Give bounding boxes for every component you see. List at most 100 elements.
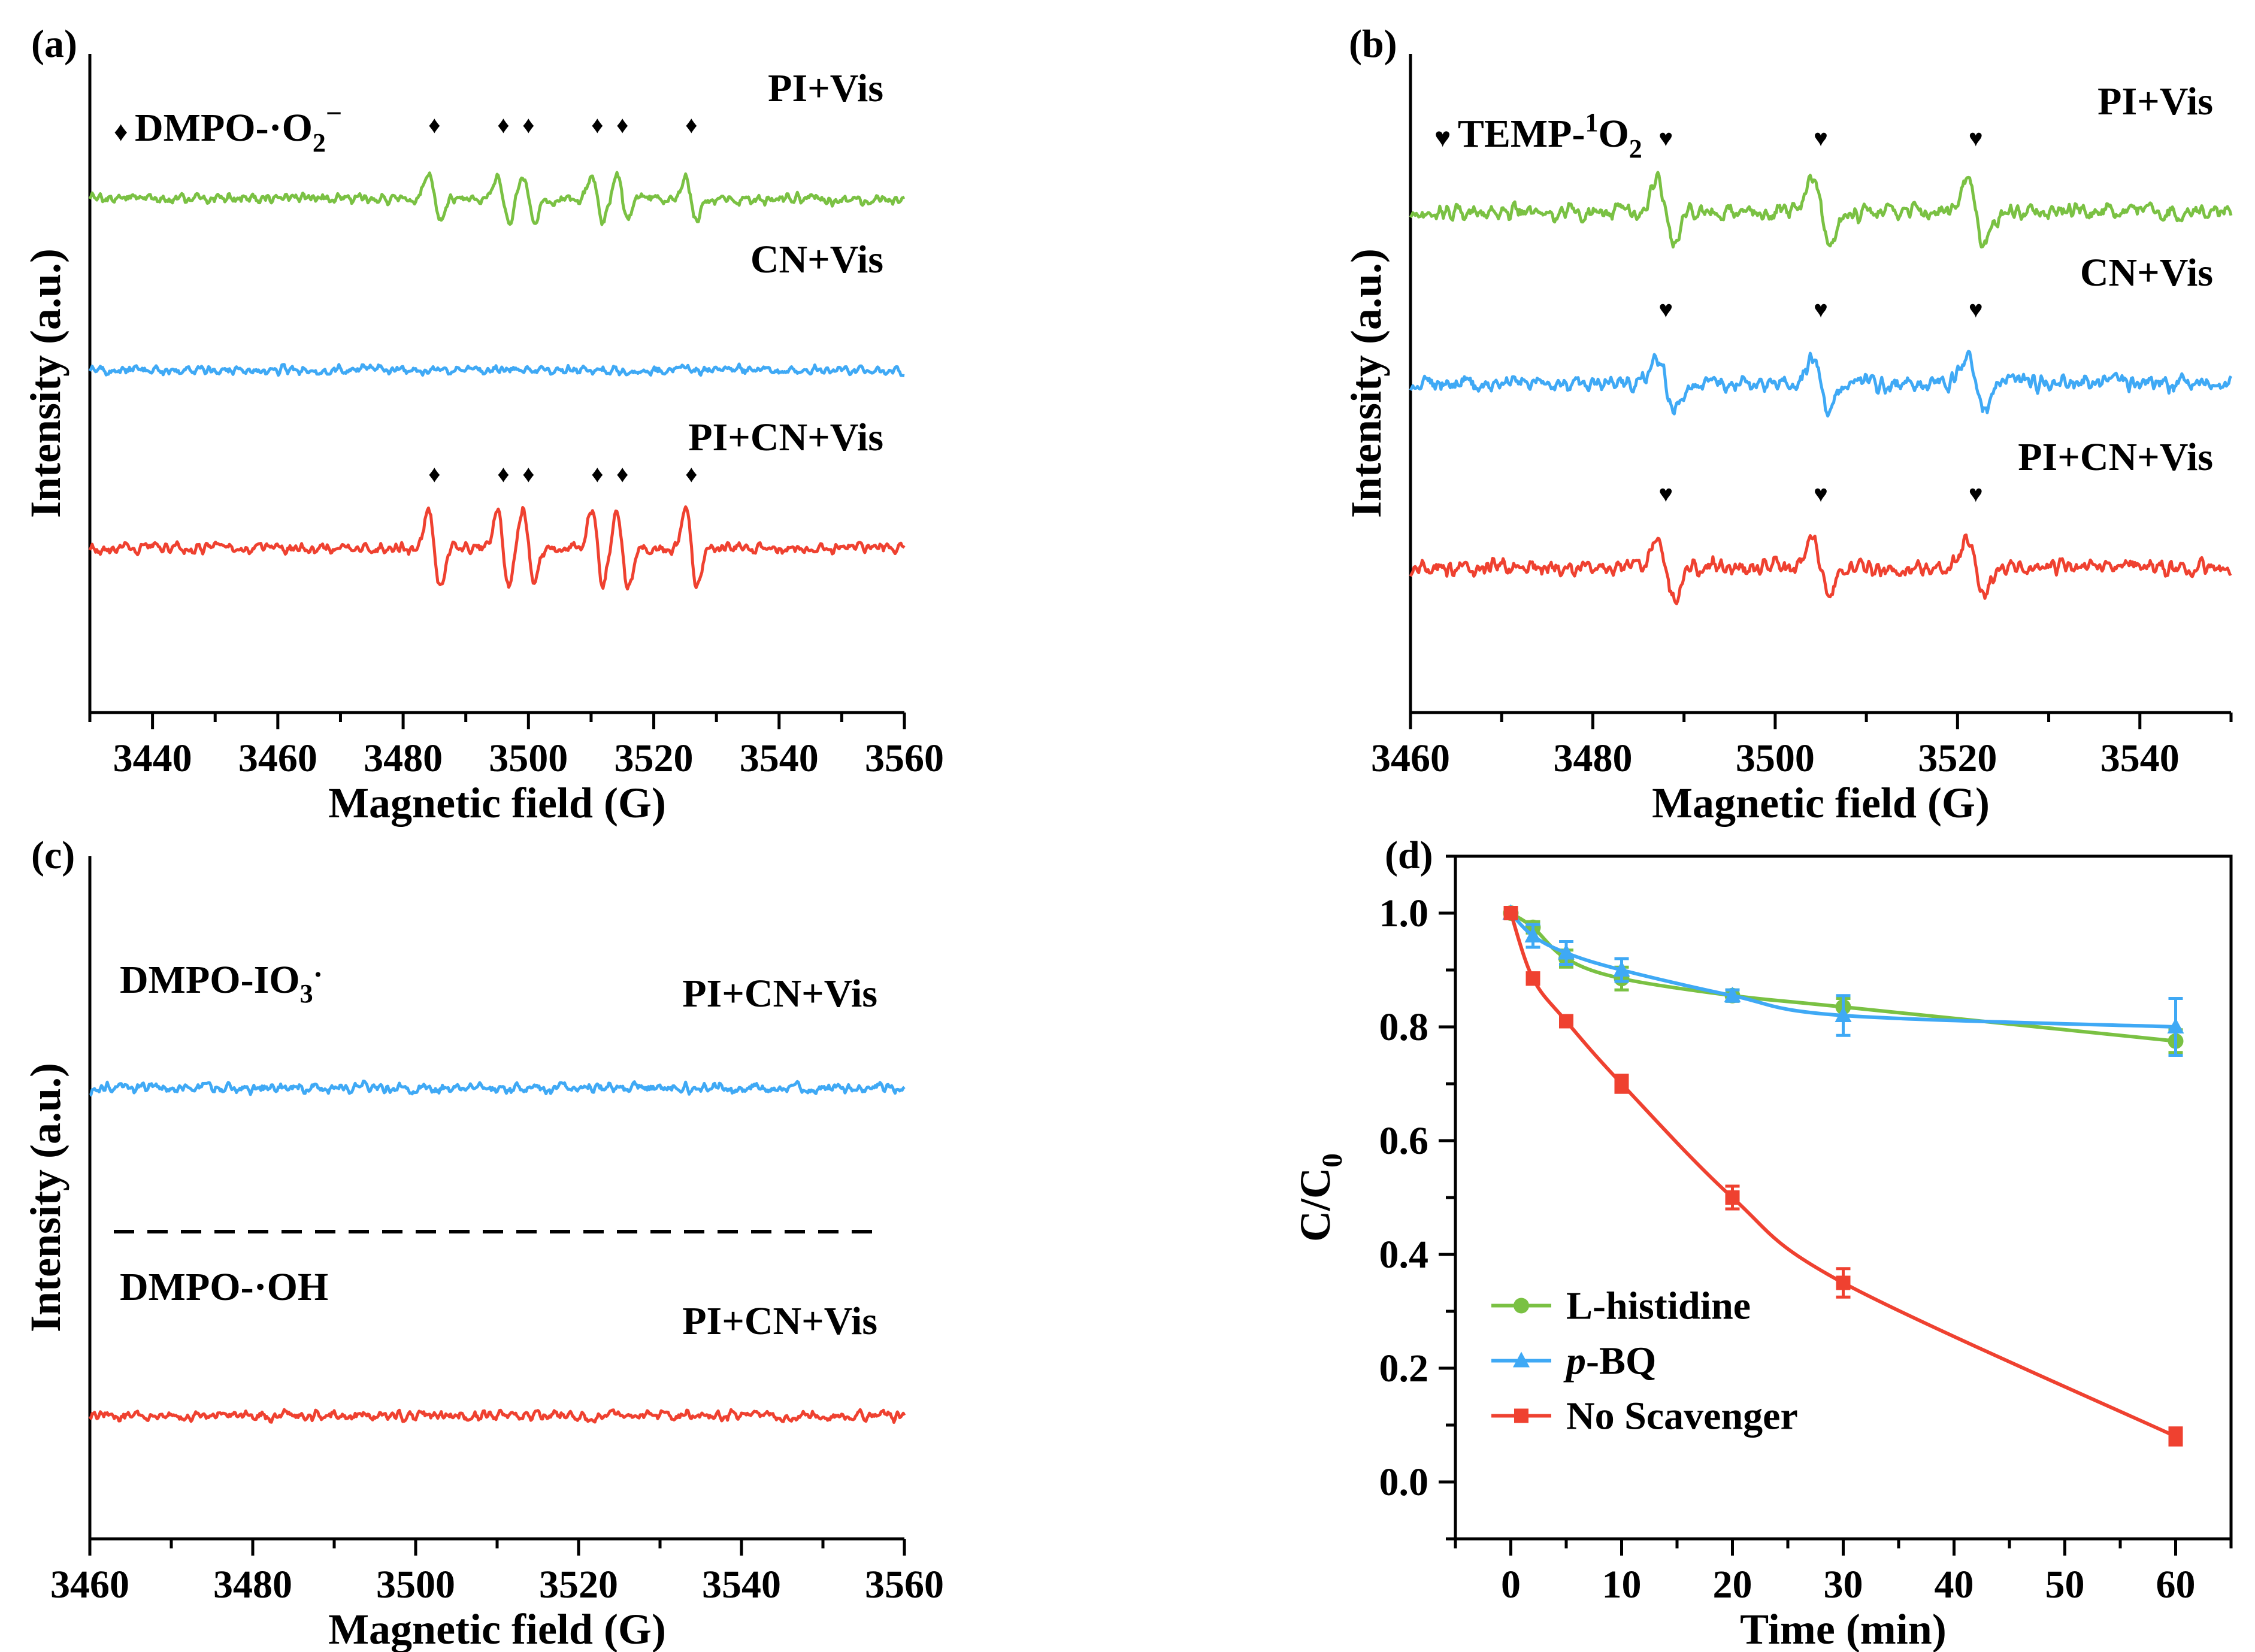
legend-text: TEMP- [1458,112,1585,156]
legend-sub: 2 [1629,134,1642,163]
series-label: PI+CN+Vis [682,1299,877,1343]
legend-symbol: ♥ [1434,122,1458,153]
data-point [1613,961,1630,977]
peak-marker: ♦ [497,111,509,138]
y-axis-label: Intensity (a.u.) [22,248,69,518]
legend-marker [1513,1351,1530,1368]
x-tick-label: 0 [1501,1563,1521,1606]
spectrum-line-pi-vis [1409,171,2233,248]
spectrum-line-cn-vis [1409,350,2233,418]
spectrum-line-pi-cn-vis [1409,533,2232,605]
x-axis-label: Time (min) [1740,1605,1947,1652]
spectrum-line-pi-vis [88,171,906,226]
y-axis-label-sub: 0 [1316,1153,1348,1168]
x-tick-label: 3520 [1918,736,1997,780]
species-sup: · [313,957,323,991]
y-tick-label: 1.0 [1379,892,1429,935]
series-label: PI+CN+Vis [2018,435,2213,479]
peak-marker: ♥ [1814,125,1828,151]
marker-legend: ♦ DMPO-·O2− [114,98,342,157]
peak-marker: ♥ [1969,125,1983,151]
legend-text: DMPO-·O [135,106,313,150]
x-tick-label: 3520 [615,736,694,780]
spectrum-line-cn-vis [88,362,905,378]
peak-marker: ♥ [1814,296,1828,323]
y-tick-label: 0.2 [1379,1347,1429,1390]
peak-marker: ♦ [522,111,534,138]
legend-marker [1514,1298,1529,1314]
x-tick-label: 30 [1824,1563,1863,1606]
series-label: PI+Vis [768,66,883,110]
y-tick-label: 0.6 [1379,1119,1429,1163]
y-axis-label: Intensity (a.u.) [1342,248,1390,518]
legend-symbol: ♦ [114,116,135,147]
peak-marker: ♥ [1814,480,1828,507]
series-line-p-bq [1509,911,2176,1029]
peak-marker: ♥ [1969,296,1983,323]
y-axis-label: Intensity (a.u.) [22,1063,69,1332]
x-tick-label: 3480 [213,1563,292,1606]
legend-label: No Scavenger [1566,1395,1798,1438]
x-tick-label: 3460 [50,1563,129,1606]
data-point [1835,1007,1852,1022]
data-point [2167,1018,2184,1033]
x-tick-label: 3560 [865,736,944,780]
series-label: PI+CN+Vis [688,416,883,459]
panel-label: (d) [1385,833,1433,877]
marker-legend: ♥ TEMP-1O2 [1434,108,1642,163]
panel-label: (b) [1349,22,1397,66]
spectrum-line-pi-cn-vis [88,505,906,591]
y-axis-label: C/C0 [1291,1153,1348,1242]
data-point [1559,1014,1573,1029]
x-tick-label: 3480 [1553,736,1632,780]
x-tick-label: 3500 [489,736,568,780]
data-point [1725,1190,1740,1205]
data-point [2168,1429,2183,1444]
x-axis-label: Magnetic field (G) [1652,779,1990,827]
data-point [1524,927,1542,942]
x-axis-label: Magnetic field (G) [328,779,666,827]
peak-marker: ♦ [685,460,697,487]
series-label: PI+CN+Vis [682,972,877,1016]
peak-marker: ♥ [1658,296,1673,323]
peak-marker: ♦ [591,111,603,138]
peak-marker: ♥ [1658,480,1673,507]
x-tick-label: 3540 [740,736,819,780]
peak-marker: ♥ [1658,125,1673,151]
x-axis-label: Magnetic field (G) [328,1605,666,1652]
x-tick-label: 3480 [364,736,443,780]
panel-label: (c) [31,833,75,877]
x-tick-label: 3560 [865,1563,944,1606]
y-tick-label: 0.4 [1379,1233,1429,1277]
peak-marker: ♦ [616,111,628,138]
peak-marker: ♦ [685,111,697,138]
x-tick-label: 3540 [702,1563,781,1606]
legend-label-text: L-histidine [1566,1284,1751,1328]
species-label: DMPO-·OH [120,1265,328,1309]
x-tick-label: 3500 [376,1563,455,1606]
species-label: DMPO-IO3· [120,957,323,1008]
x-tick-label: 50 [2045,1563,2085,1606]
x-tick-label: 3500 [1736,736,1815,780]
x-tick-label: 3460 [238,736,317,780]
x-tick-label: 40 [1935,1563,1974,1606]
x-tick-label: 60 [2156,1563,2196,1606]
peak-marker: ♦ [497,460,509,487]
spectrum-line-pi-cn-vis [89,1080,906,1097]
x-tick-label: 3440 [113,736,192,780]
legend-marker [1514,1408,1528,1423]
legend-sub: 2 [313,128,326,157]
x-tick-label: 10 [1602,1563,1642,1606]
peak-marker: ♥ [1969,480,1983,507]
legend-text: O [1598,112,1629,156]
legend-label: p-BQ [1563,1339,1656,1383]
legend-label-italic: p [1563,1339,1586,1383]
series-label: PI+Vis [2097,80,2213,123]
legend-label: L-histidine [1566,1284,1751,1328]
series-line-no-scavenger [1509,913,2177,1438]
legend-sup: 1 [1585,108,1598,137]
species-text: DMPO-IO [120,958,300,1002]
data-point [1558,944,1575,960]
data-point [1525,971,1540,986]
